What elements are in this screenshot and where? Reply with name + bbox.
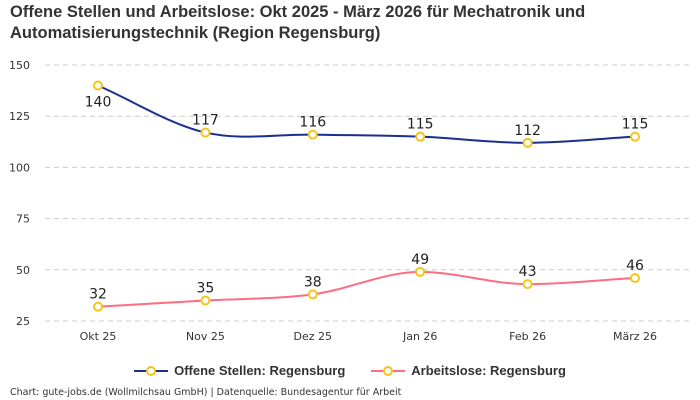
legend-label: Arbeitslose: Regensburg (411, 363, 566, 378)
x-tick-label: Feb 26 (509, 330, 546, 343)
x-tick-label: Nov 25 (186, 330, 225, 343)
data-label: 140 (85, 94, 112, 110)
data-label: 115 (407, 117, 434, 133)
legend-marker-icon (371, 365, 406, 376)
data-point (307, 289, 318, 300)
legend-label: Offene Stellen: Regensburg (174, 363, 346, 378)
data-point (200, 295, 211, 306)
data-label: 43 (519, 264, 537, 280)
y-tick-label: 100 (9, 161, 30, 174)
data-label: 112 (514, 123, 541, 139)
x-tick-label: Okt 25 (80, 330, 117, 343)
series-line (97, 270, 636, 308)
x-tick-label: Jan 26 (402, 330, 437, 343)
data-label: 115 (622, 117, 649, 133)
y-tick-label: 50 (16, 264, 30, 277)
legend-marker-icon (134, 365, 169, 376)
chart-title: Offene Stellen und Arbeitslose: Okt 2025… (10, 3, 586, 42)
y-tick-label: 25 (16, 315, 30, 328)
data-label: 46 (626, 258, 644, 274)
data-point (93, 301, 103, 312)
data-label: 38 (304, 274, 322, 290)
data-label: 116 (299, 115, 326, 131)
series-line (97, 84, 636, 144)
data-label: 49 (411, 252, 429, 268)
legend-item-offene-stellen[interactable]: Offene Stellen: Regensburg (134, 363, 345, 378)
data-point (522, 279, 533, 290)
y-tick-label: 125 (9, 110, 30, 123)
source-footer: Chart: gute-jobs.de (Wollmilchsau GmbH) … (10, 387, 402, 398)
data-point (307, 129, 318, 140)
legend-item-arbeitslose[interactable]: Arbeitslose: Regensburg (371, 363, 566, 378)
legend: Offene Stellen: Regensburg Arbeitslose: … (0, 363, 700, 378)
x-tick-label: März 26 (613, 330, 657, 343)
x-tick-label: Dez 25 (294, 330, 333, 343)
data-point (93, 80, 103, 91)
y-tick-label: 75 (16, 213, 30, 226)
data-label: 32 (89, 287, 107, 303)
data-point (522, 137, 533, 148)
data-point (630, 131, 640, 142)
data-label: 117 (192, 113, 219, 129)
data-label: 35 (196, 281, 214, 297)
data-point (200, 127, 211, 138)
y-tick-label: 150 (9, 59, 30, 72)
data-point (415, 266, 426, 277)
data-point (630, 272, 640, 283)
data-point (415, 131, 426, 142)
